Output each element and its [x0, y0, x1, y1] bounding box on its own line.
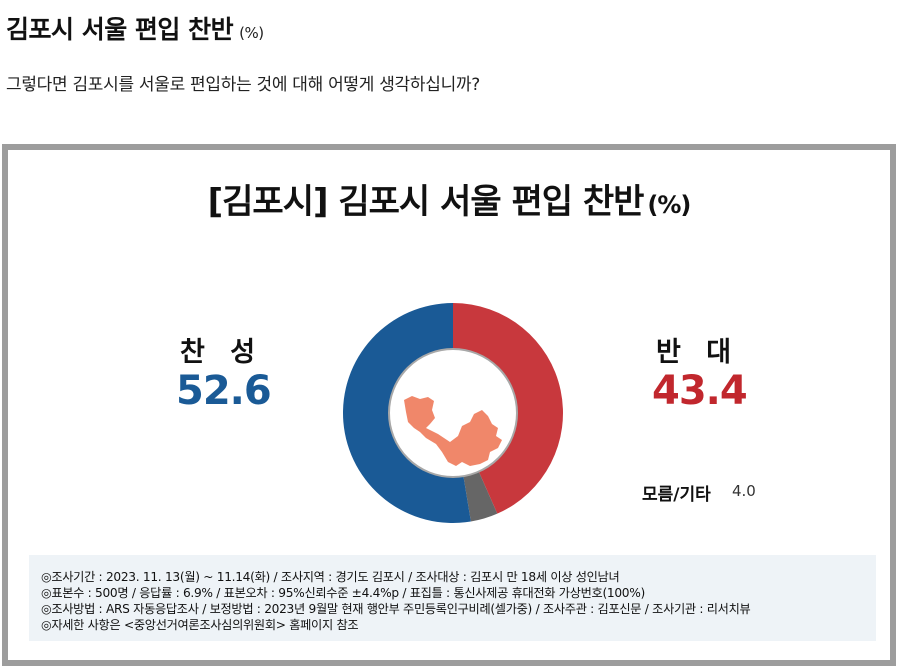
no-label: 반 대 [656, 337, 740, 368]
donut-chart [343, 303, 563, 523]
chart-title: [김포시] 김포시 서울 편입 찬반 (%) [8, 174, 890, 223]
no-value: 43.4 [652, 368, 748, 414]
survey-question: 그렇다면 김포시를 서울로 편입하는 것에 대해 어떻게 생각하십니까? [6, 75, 480, 95]
page-title: 김포시 서울 편입 찬반 (%) [6, 10, 264, 46]
info-line-method: ◎조사방법 : ARS 자동응답조사 / 보정방법 : 2023년 9월말 현재… [41, 602, 751, 616]
page-title-text: 김포시 서울 편입 찬반 [6, 15, 234, 44]
etc-value: 4.0 [732, 482, 756, 500]
chart-title-text: [김포시] 김포시 서울 편입 찬반 [207, 182, 645, 222]
info-line-reference: ◎자세한 사항은 <중앙선거여론조사심의위원회> 홈페이지 참조 [41, 618, 359, 632]
gimpo-seoul-map-icon [404, 396, 502, 466]
yes-label: 찬 성 [180, 337, 264, 368]
chart-title-unit: (%) [647, 191, 691, 219]
info-line-sample: ◎표본수 : 500명 / 응답률 : 6.9% / 표본오차 : 95%신뢰수… [41, 586, 646, 600]
survey-info-box: ◎조사기간 : 2023. 11. 13(월) ~ 11.14(화) / 조사지… [29, 555, 876, 641]
etc-label: 모름/기타 [642, 485, 711, 505]
page-title-unit: (%) [239, 24, 264, 42]
yes-value: 52.6 [176, 368, 272, 414]
info-line-period: ◎조사기간 : 2023. 11. 13(월) ~ 11.14(화) / 조사지… [41, 570, 620, 584]
chart-frame: [김포시] 김포시 서울 편입 찬반 (%) 찬 성 52.6 반 대 43.4 … [2, 144, 896, 666]
